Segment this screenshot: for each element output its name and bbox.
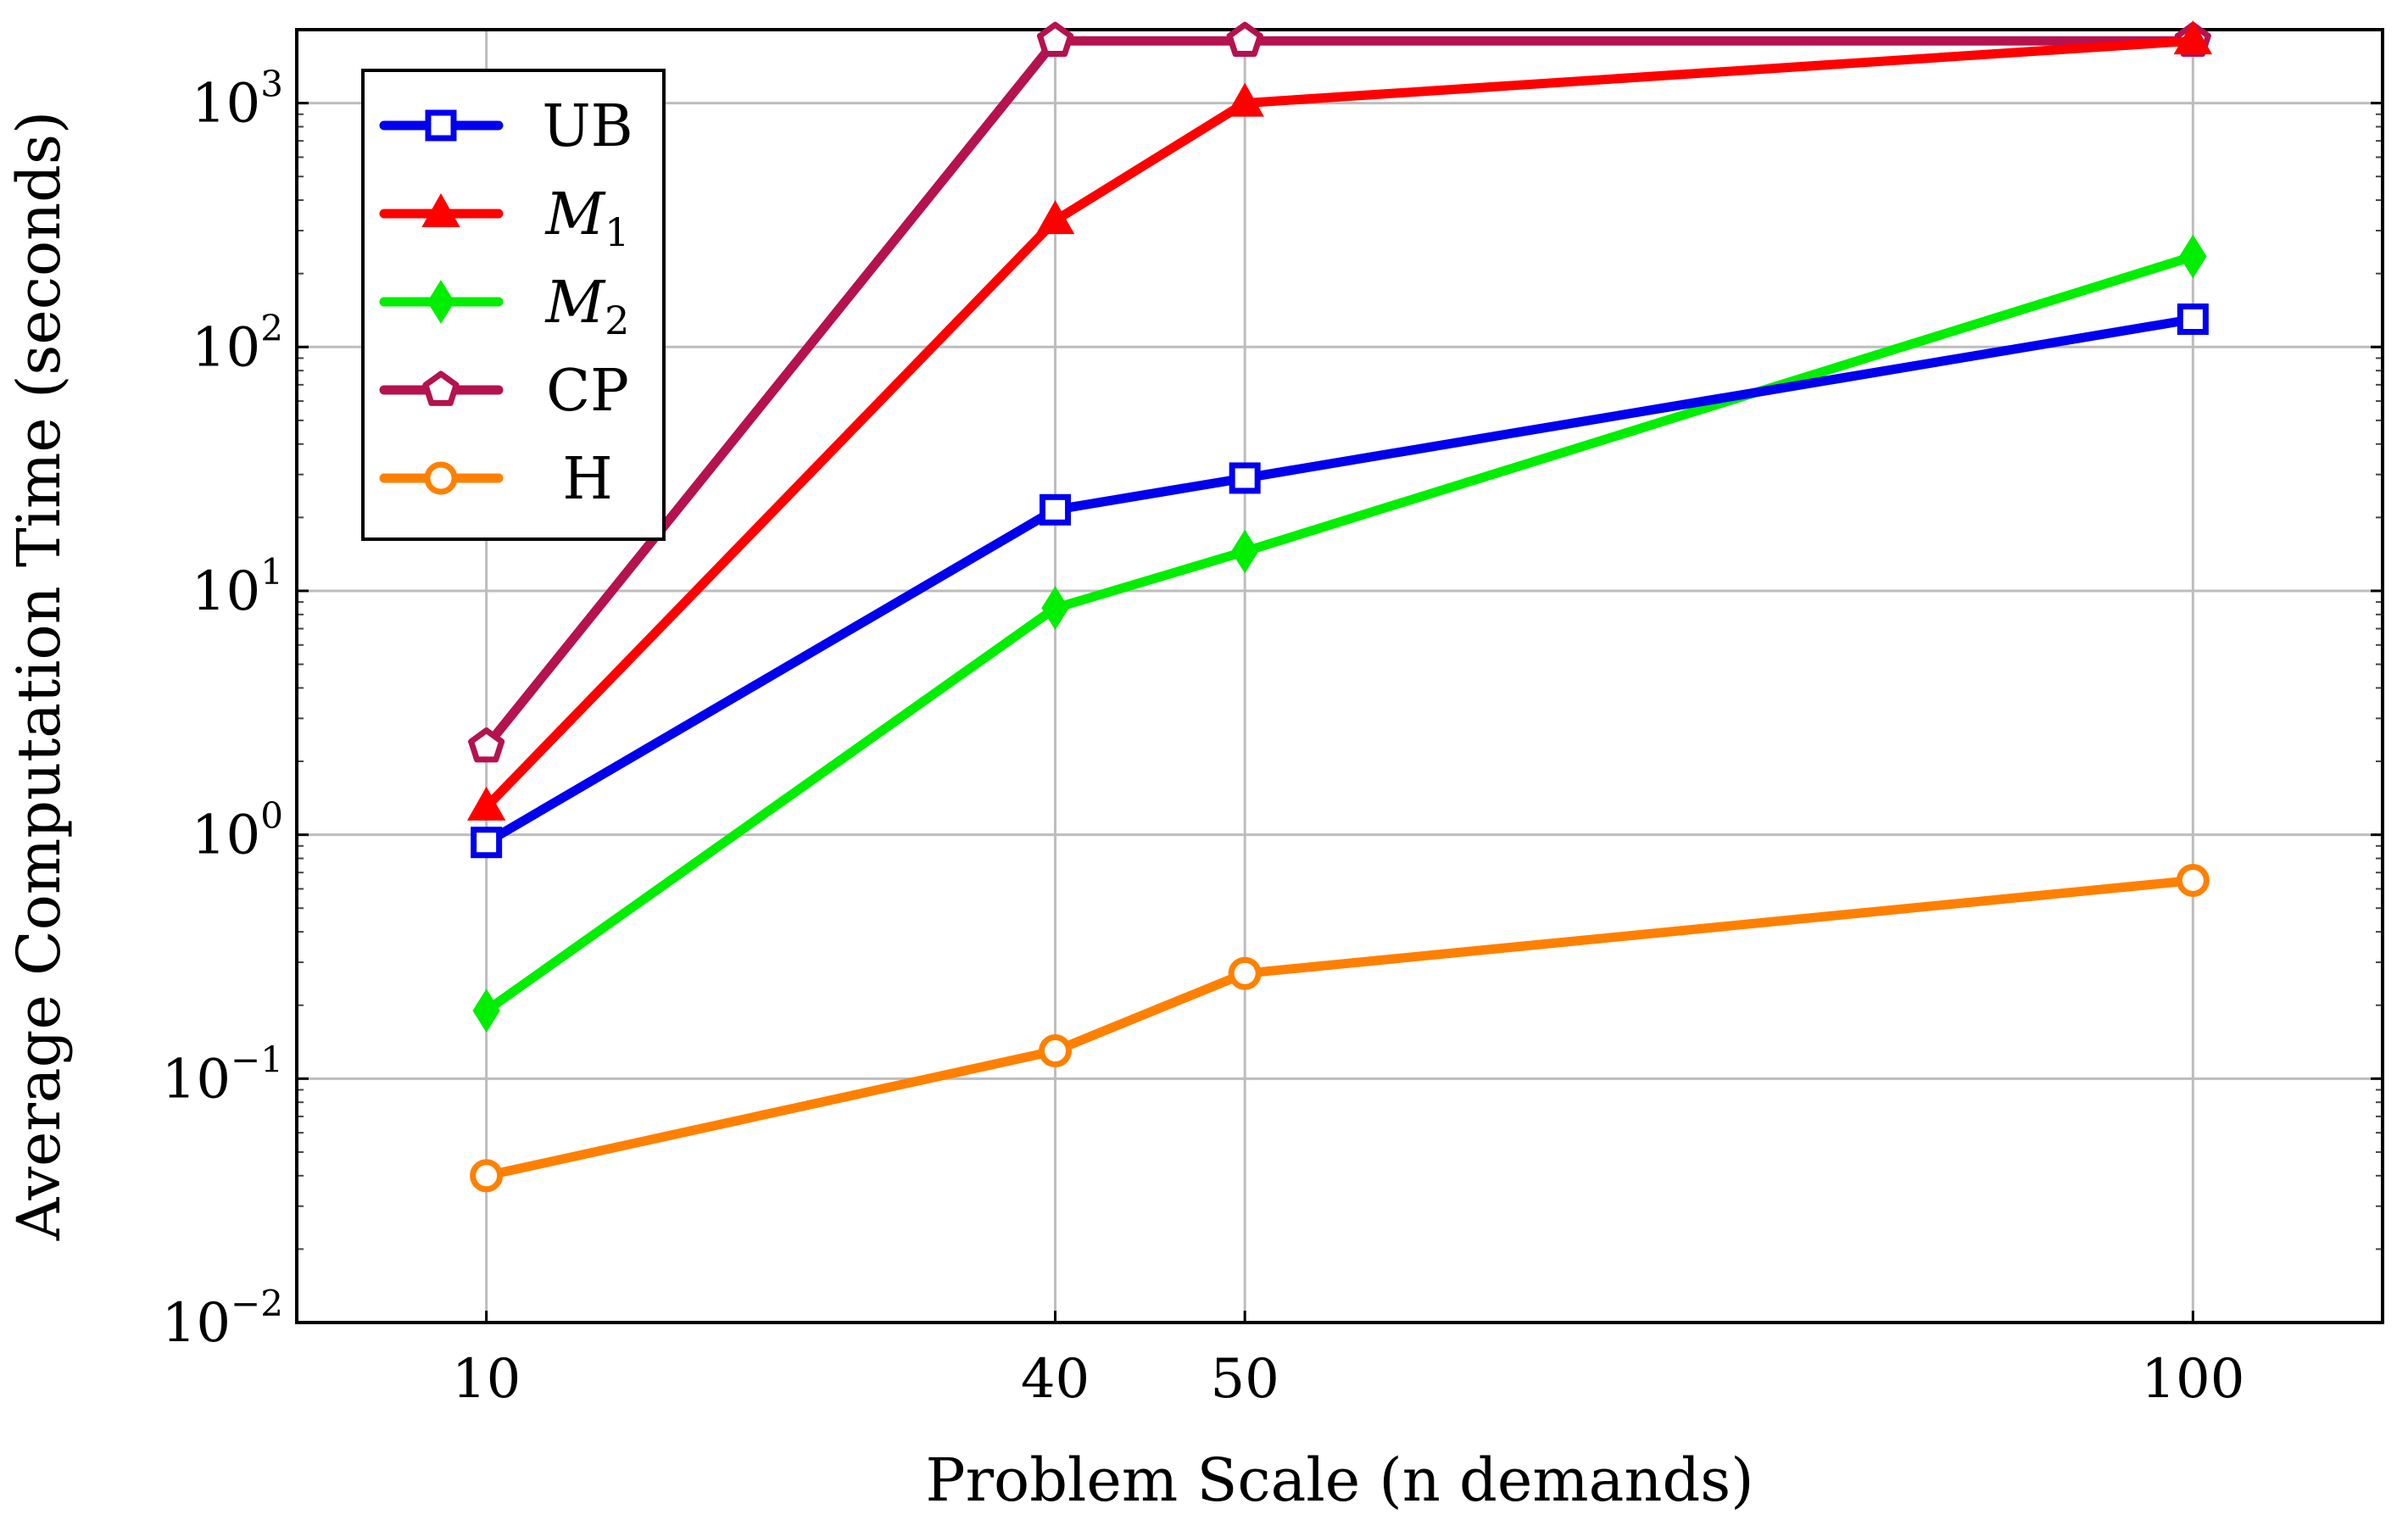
y-tick-labels: 10−2 10−1 100 101 102 103 <box>162 64 283 1355</box>
x-tick-labels: 10 40 50 100 <box>452 1348 2245 1411</box>
plot-frame <box>295 28 2384 1324</box>
legend-entry-cp: CP <box>379 358 629 425</box>
data-point-m1 <box>1035 200 1075 235</box>
data-point-h <box>1228 956 1262 990</box>
x-axis-title: Problem Scale (n demands) <box>925 1445 1753 1515</box>
y-tick-label: 10−1 <box>162 1039 283 1111</box>
data-point-m1 <box>2173 20 2213 55</box>
series-m2 <box>472 234 2207 1033</box>
legend-label-m1: M1 <box>544 181 630 255</box>
data-point-h <box>1039 1034 1073 1068</box>
data-point-m1 <box>466 786 506 821</box>
legend-entry-ub: UB <box>379 93 633 160</box>
legend-label-h: H <box>562 446 612 513</box>
series-line-m2 <box>482 252 2198 1016</box>
data-point-m2 <box>2179 234 2207 279</box>
y-tick-label: 100 <box>192 795 283 867</box>
series-line-cp <box>482 36 2198 752</box>
data-point-m2 <box>1041 586 1069 631</box>
y-tick-label: 103 <box>192 64 283 136</box>
data-point-cp <box>1226 21 1263 57</box>
legend-marker-h <box>424 461 458 495</box>
y-tick-label: 101 <box>192 551 283 623</box>
series-cp <box>468 21 2211 763</box>
legend-entry-m2: M2 <box>379 270 630 343</box>
legend-marker-ub <box>425 109 457 142</box>
series-line-h <box>482 876 2198 1181</box>
y-tick-label: 102 <box>192 307 283 379</box>
x-tick-label: 100 <box>2141 1348 2244 1411</box>
series-line-ub <box>482 315 2198 848</box>
y-tick-label: 10−2 <box>162 1283 283 1355</box>
grid-layer <box>297 30 2383 1323</box>
series-layer <box>466 20 2213 1193</box>
legend-entry-h: H <box>379 446 613 513</box>
data-point-h <box>2176 863 2210 897</box>
series-line-m1 <box>482 36 2198 812</box>
data-point-cp <box>468 727 505 763</box>
x-tick-label: 10 <box>452 1348 521 1411</box>
legend-marker-cp <box>422 370 460 406</box>
legend-label-cp: CP <box>546 358 629 425</box>
data-point-ub <box>1229 462 1261 494</box>
data-point-m2 <box>1231 529 1259 574</box>
data-point-ub <box>471 827 503 859</box>
data-point-h <box>470 1159 504 1193</box>
legend-label-ub: UB <box>542 93 633 160</box>
legend-marker-m1 <box>421 192 460 227</box>
x-tick-label: 50 <box>1210 1348 1279 1411</box>
series-h <box>470 863 2210 1193</box>
data-point-m1 <box>1225 82 1264 117</box>
y-axis-title: Average Computation Time (seconds) <box>4 111 74 1241</box>
legend-entry-m1: M1 <box>379 181 630 255</box>
series-ub <box>471 304 2209 859</box>
data-point-m2 <box>472 989 500 1033</box>
legend-label-m2: M2 <box>544 270 630 343</box>
data-point-ub <box>1040 493 1072 526</box>
data-point-cp <box>1037 21 1074 57</box>
legend: UB M1 M2 CP H <box>361 69 666 541</box>
series-m1 <box>466 20 2213 821</box>
x-tick-label: 40 <box>1021 1348 1090 1411</box>
legend-marker-m2 <box>426 280 455 324</box>
data-point-ub <box>2177 304 2209 336</box>
